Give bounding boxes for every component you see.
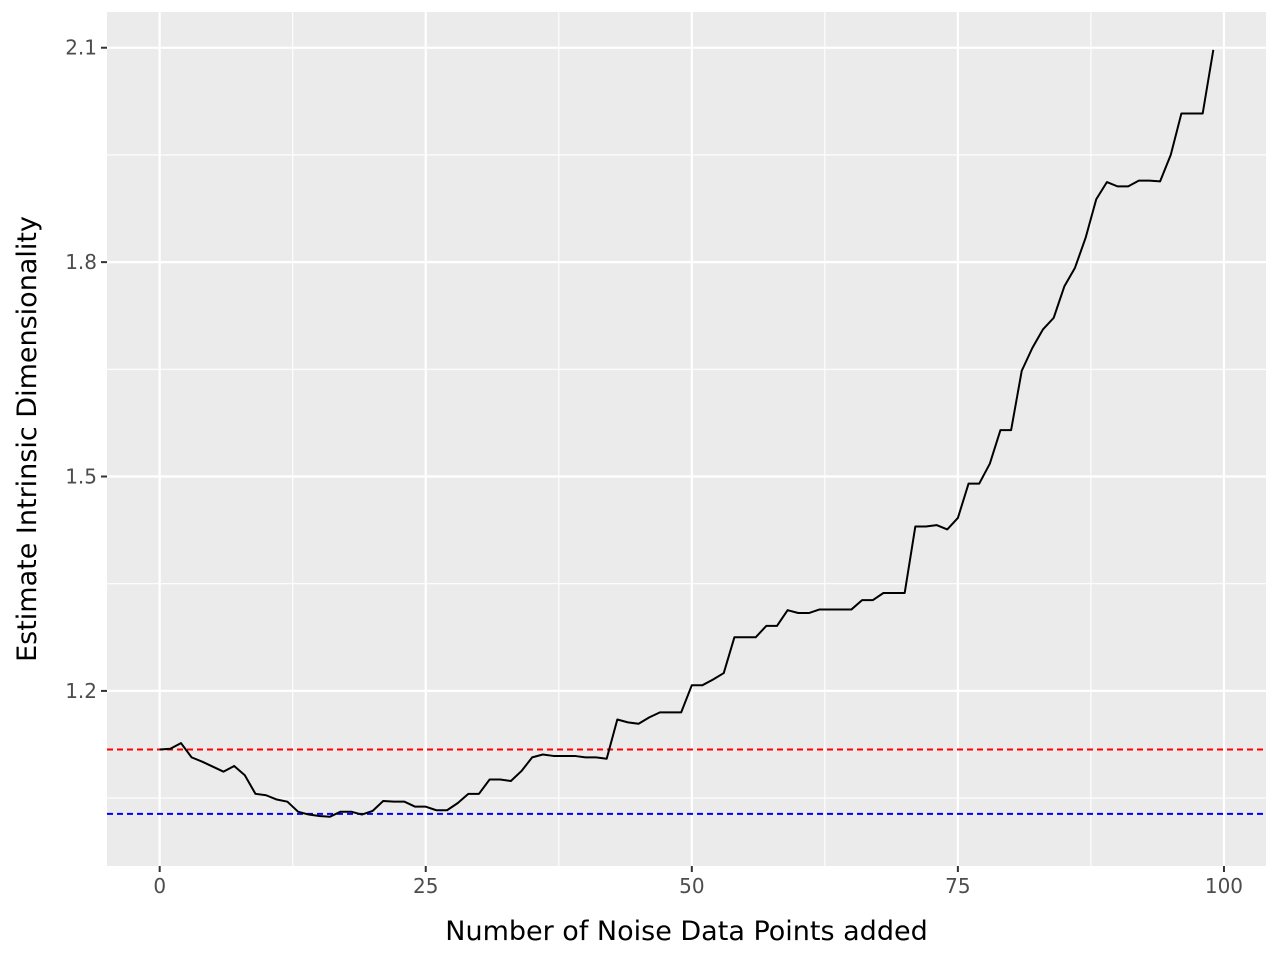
y-tick-label: 2.1 [65,36,97,60]
x-axis-ticks: 0 25 50 75 100 [153,866,1243,898]
major-gridlines [107,12,1266,866]
x-tick-label: 75 [945,874,970,898]
x-tick-label: 100 [1205,874,1243,898]
x-tick-label: 0 [153,874,166,898]
y-axis-title: Estimate Intrinsic Dimensionality [12,216,43,662]
y-tick-label: 1.5 [65,465,97,489]
x-tick-label: 25 [413,874,438,898]
minor-gridlines [107,12,1266,866]
y-axis-ticks: 1.2 1.5 1.8 2.1 [65,36,107,703]
x-axis-title: Number of Noise Data Points added [445,916,927,947]
y-tick-label: 1.2 [65,679,97,703]
reference-lines [107,748,1266,815]
plot-panel [107,12,1266,866]
series-line [159,49,1215,818]
data-series [159,49,1215,818]
x-tick-label: 50 [679,874,704,898]
y-tick-label: 1.8 [65,250,97,274]
